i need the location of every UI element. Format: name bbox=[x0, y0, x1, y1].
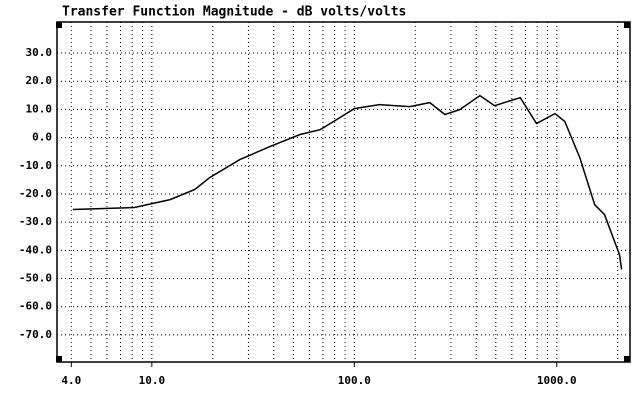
response-line bbox=[72, 94, 623, 270]
y-tick-label: 0.0 bbox=[32, 131, 52, 144]
x-tick-label: 1000.0 bbox=[537, 374, 577, 387]
x-tick-label: 10.0 bbox=[139, 374, 166, 387]
y-tick-label: 10.0 bbox=[26, 102, 53, 115]
y-tick-label: -70.0 bbox=[19, 328, 52, 341]
y-tick-label: -40.0 bbox=[19, 243, 52, 256]
y-tick-label: -30.0 bbox=[19, 215, 52, 228]
y-tick-label: -50.0 bbox=[19, 272, 52, 285]
y-tick-label: 30.0 bbox=[26, 46, 53, 59]
chart-title: Transfer Function Magnitude - dB volts/v… bbox=[62, 5, 406, 20]
corner-marker bbox=[56, 356, 62, 362]
corner-marker bbox=[56, 22, 62, 28]
corner-marker bbox=[624, 356, 630, 362]
x-tick-label: 100.0 bbox=[338, 374, 371, 387]
y-tick-label: -10.0 bbox=[19, 159, 52, 172]
corner-marker bbox=[624, 22, 630, 28]
x-tick-label: 4.0 bbox=[61, 374, 81, 387]
y-tick-label: -20.0 bbox=[19, 187, 52, 200]
plot-frame bbox=[56, 21, 631, 363]
y-tick-label: -60.0 bbox=[19, 300, 52, 313]
y-tick-label: 20.0 bbox=[26, 74, 53, 87]
